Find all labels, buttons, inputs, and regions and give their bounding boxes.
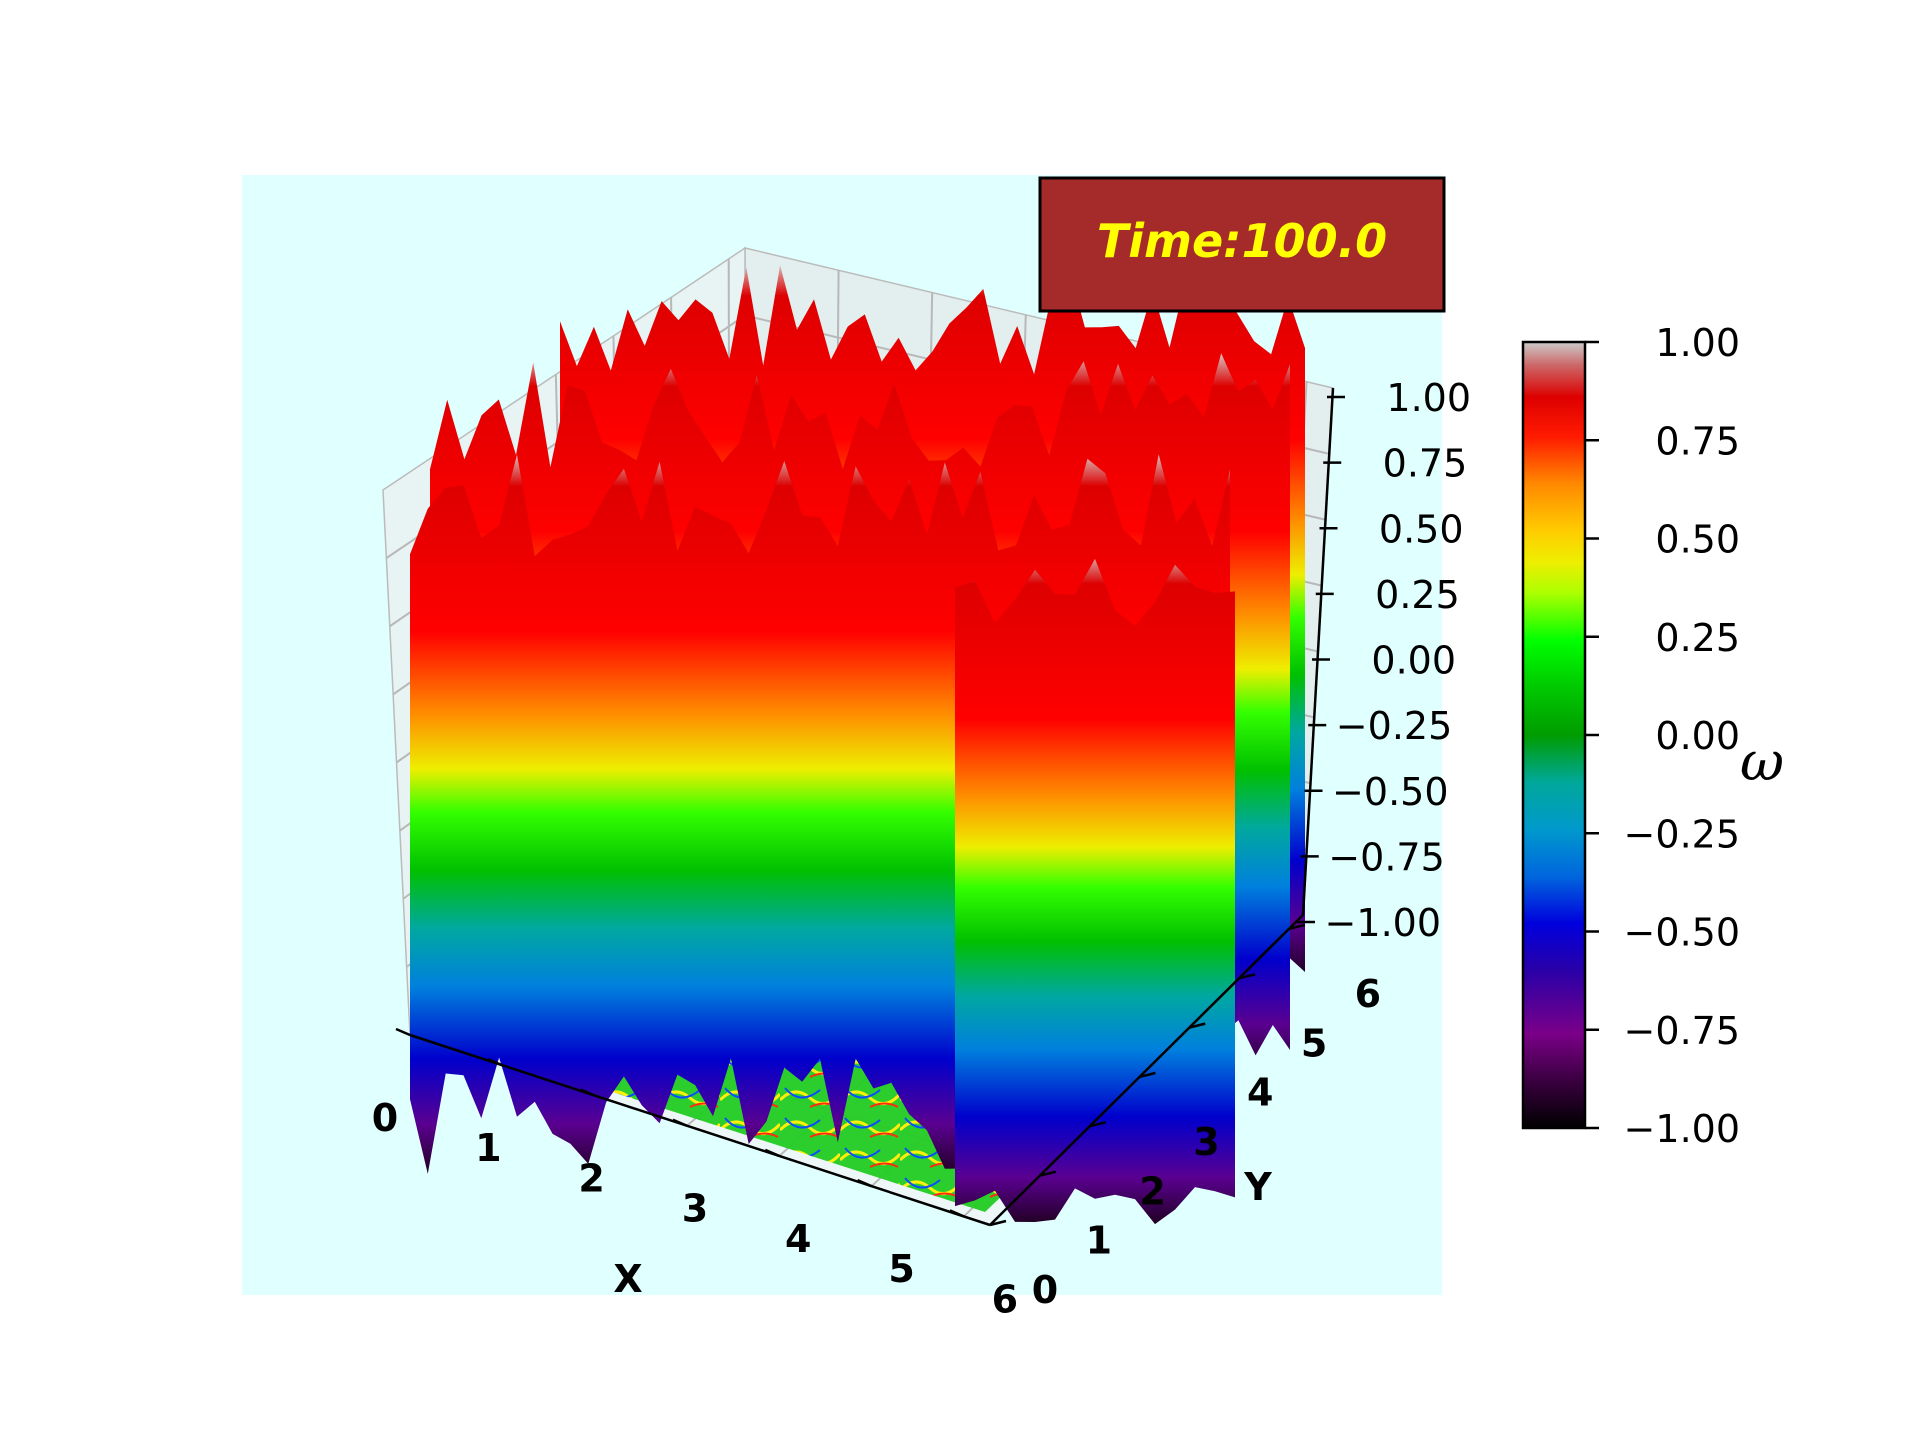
z-tick-label: −0.25 [1336, 704, 1452, 748]
colorbar-ticks: −1.00 −0.75 −0.50 −0.25 0.00 0.25 0.50 0.75 1.00 [1585, 321, 1740, 1151]
z-tick-label: 0.25 [1375, 573, 1460, 617]
x-axis-label: X [613, 1257, 642, 1301]
y-tick-label: 6 [1355, 972, 1381, 1016]
colorbar [1521, 340, 1587, 1130]
y-tick-mark [1238, 973, 1256, 980]
y-tick-label: 2 [1139, 1169, 1165, 1213]
y-axis-label: Y [1243, 1165, 1272, 1209]
x-tick-label: 6 [992, 1277, 1018, 1321]
y-tick-mark [1089, 1121, 1106, 1128]
x-tick-label: 2 [578, 1156, 604, 1200]
y-tick-label: 1 [1086, 1219, 1112, 1263]
y-tick-label: 0 [1032, 1268, 1058, 1312]
colorbar-tick-label: 0.50 [1655, 518, 1740, 562]
z-tick-label: −1.00 [1325, 901, 1441, 945]
x-tick-mark [487, 1058, 503, 1067]
z-tick-label: −0.75 [1328, 835, 1444, 879]
x-tick-mark [580, 1088, 596, 1097]
colorbar-tick-label: −0.75 [1624, 1009, 1740, 1053]
y-tick-mark [1288, 923, 1306, 931]
y-tick-mark [1188, 1022, 1206, 1029]
colorbar-tick-label: −1.00 [1624, 1107, 1740, 1151]
x-tick-label: 1 [475, 1126, 501, 1170]
colorbar-tick-label: 0.75 [1655, 419, 1740, 463]
colorbar-tick-label: 0.25 [1655, 616, 1740, 660]
surface-front-bump [955, 558, 1235, 1225]
axis-lines [409, 387, 1335, 1227]
x-tick-mark [672, 1118, 688, 1127]
colorbar-tick-label: 1.00 [1655, 321, 1740, 365]
y-tick-mark [1139, 1071, 1156, 1079]
x-tick-mark [949, 1209, 965, 1218]
z-axis-ticks: −1.00 −0.75 −0.50 −0.25 0.00 0.25 0.50 0.75 1.00 [1297, 376, 1471, 945]
y-tick-label: 5 [1301, 1021, 1327, 1065]
colorbar-tick-label: −0.25 [1624, 812, 1740, 856]
x-axis-ticks: 0 1 2 3 4 5 6 [372, 1027, 1018, 1321]
y-tick-label: 4 [1247, 1071, 1273, 1115]
x-tick-mark [857, 1179, 873, 1188]
x-tick-mark [764, 1148, 780, 1158]
colorbar-label: ω [1740, 730, 1784, 793]
y-tick-mark [1039, 1170, 1057, 1177]
time-label: Time:100.0 [1097, 214, 1387, 268]
x-tick-label: 3 [682, 1187, 708, 1231]
z-tick-label: −0.50 [1332, 770, 1448, 814]
z-tick-label: 0.50 [1379, 507, 1464, 551]
z-tick-label: 0.75 [1383, 442, 1468, 486]
x-tick-label: 5 [888, 1247, 914, 1291]
vorticity-surface [410, 265, 1305, 1225]
x-tick-label: 4 [785, 1217, 811, 1261]
z-tick-label: 1.00 [1386, 376, 1471, 420]
y-tick-label: 3 [1193, 1120, 1219, 1164]
colorbar-tick-label: 0.00 [1655, 714, 1740, 758]
colorbar-tick-label: −0.50 [1624, 911, 1740, 955]
x-tick-mark [395, 1027, 411, 1037]
z-tick-label: 0.00 [1371, 639, 1456, 683]
x-tick-label: 0 [372, 1096, 398, 1140]
time-box [1038, 176, 1446, 313]
y-tick-mark [989, 1219, 1007, 1227]
